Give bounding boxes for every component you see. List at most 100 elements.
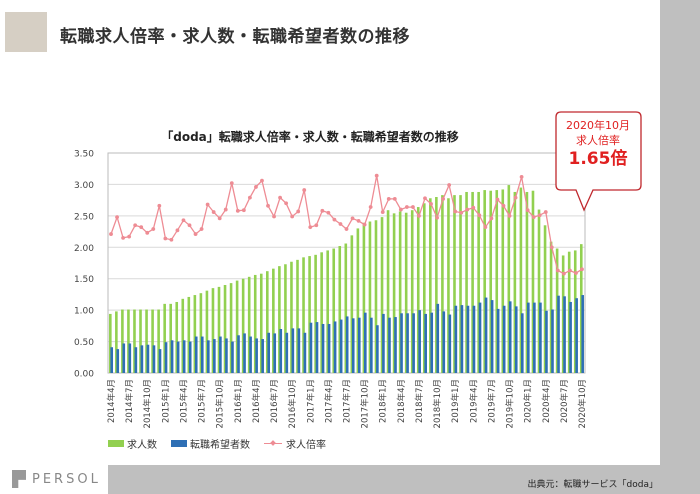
- bar-seekers: [237, 335, 240, 373]
- ratio-point: [187, 223, 192, 228]
- callout-label: 求人倍率: [576, 134, 620, 147]
- bar-jobs: [543, 225, 547, 373]
- ratio-point: [332, 217, 337, 222]
- bar-jobs: [579, 244, 583, 373]
- bar-seekers: [460, 305, 464, 373]
- ratio-point: [260, 178, 264, 183]
- bar-jobs: [205, 290, 209, 373]
- bar-jobs: [326, 250, 329, 373]
- bar-jobs: [157, 309, 160, 373]
- bar-jobs: [410, 210, 414, 373]
- bar-seekers: [140, 345, 144, 373]
- bar-seekers: [412, 313, 415, 373]
- bar-jobs: [229, 283, 233, 373]
- bar-jobs: [567, 251, 571, 373]
- legend-label: 求人倍率: [286, 440, 326, 451]
- bar-seekers: [267, 332, 271, 373]
- ratio-point: [350, 216, 355, 221]
- bar-jobs: [429, 198, 432, 373]
- legend-swatch-seekers: [171, 440, 187, 447]
- bar-seekers: [551, 309, 554, 373]
- ratio-point: [537, 213, 542, 218]
- bar-seekers: [545, 310, 548, 373]
- ratio-point: [477, 213, 482, 218]
- ratio-point: [417, 213, 421, 218]
- ratio-point: [193, 232, 198, 236]
- bar-seekers: [219, 336, 222, 373]
- x-tick-label: 2014年10月: [142, 379, 153, 428]
- x-tick-label: 2018年4月: [396, 379, 407, 423]
- bar-jobs: [561, 255, 565, 373]
- bar-jobs: [235, 280, 239, 373]
- ratio-point: [229, 181, 234, 186]
- bar-seekers: [514, 306, 518, 373]
- bar-jobs: [308, 256, 311, 373]
- ratio-point: [356, 218, 361, 223]
- bar-jobs: [368, 221, 372, 373]
- ratio-point: [205, 202, 210, 207]
- x-tick-label: 2019年10月: [505, 379, 516, 428]
- x-tick-label: 2016年7月: [269, 379, 280, 423]
- legend: 求人数 転職希望者数 求人倍率: [108, 436, 336, 451]
- bar-seekers: [164, 342, 168, 373]
- bar-jobs: [416, 207, 420, 373]
- bar-seekers: [357, 317, 361, 373]
- bar-seekers: [321, 323, 325, 373]
- bar-jobs: [187, 296, 191, 373]
- source-note: 出典元：転職サービス「doda」: [527, 480, 658, 490]
- bar-jobs: [272, 268, 275, 373]
- bar-jobs: [109, 313, 112, 373]
- bar-jobs: [465, 191, 468, 373]
- bar-seekers: [255, 338, 258, 373]
- bar-jobs: [422, 203, 426, 373]
- ratio-point: [471, 205, 476, 210]
- bar-jobs: [259, 273, 263, 373]
- logo-text: PERSOL: [32, 471, 101, 487]
- bar-seekers: [158, 349, 162, 373]
- x-tick-label: 2016年4月: [251, 379, 262, 423]
- bar-seekers: [333, 321, 337, 373]
- bar-seekers: [200, 336, 204, 373]
- ratio-point: [392, 196, 397, 201]
- ratio-point: [507, 213, 512, 218]
- bar-seekers: [116, 349, 120, 373]
- bar-jobs: [290, 261, 293, 373]
- ratio-point: [531, 215, 536, 220]
- bar-jobs: [302, 257, 305, 373]
- bar-jobs: [495, 190, 499, 373]
- ratio-point: [549, 245, 554, 250]
- title-accent-box: [5, 12, 47, 52]
- bar-seekers: [122, 343, 126, 373]
- bar-seekers: [454, 305, 458, 373]
- ratio-point: [308, 225, 313, 230]
- ratio-point: [181, 218, 186, 223]
- bar-seekers: [502, 305, 506, 373]
- ratio-point: [127, 234, 132, 239]
- bar-jobs: [127, 309, 130, 373]
- bar-seekers: [315, 322, 319, 373]
- x-tick-label: 2016年1月: [233, 379, 244, 423]
- x-tick-label: 2015年1月: [160, 379, 171, 423]
- ratio-point: [223, 207, 228, 212]
- legend-item-ratio: 求人倍率: [264, 436, 326, 451]
- bar-jobs: [483, 190, 486, 373]
- bar-seekers: [400, 313, 403, 373]
- x-tick-label: 2018年7月: [414, 379, 425, 423]
- ratio-point: [121, 235, 125, 240]
- bar-jobs: [513, 191, 517, 373]
- bar-jobs: [175, 301, 179, 373]
- ratio-point: [254, 185, 258, 189]
- bar-jobs: [115, 311, 118, 373]
- y-tick-label: 2.00: [74, 244, 94, 254]
- bar-seekers: [309, 322, 313, 373]
- bar-seekers: [351, 318, 355, 373]
- bar-seekers: [249, 336, 252, 373]
- bar-seekers: [376, 325, 379, 373]
- bar-jobs: [266, 271, 269, 373]
- x-tick-label: 2017年1月: [305, 379, 316, 423]
- bar-jobs: [374, 220, 378, 373]
- ratio-point: [314, 223, 319, 228]
- bar-jobs: [537, 209, 541, 373]
- bar-seekers: [345, 316, 349, 373]
- ratio-point: [441, 196, 446, 201]
